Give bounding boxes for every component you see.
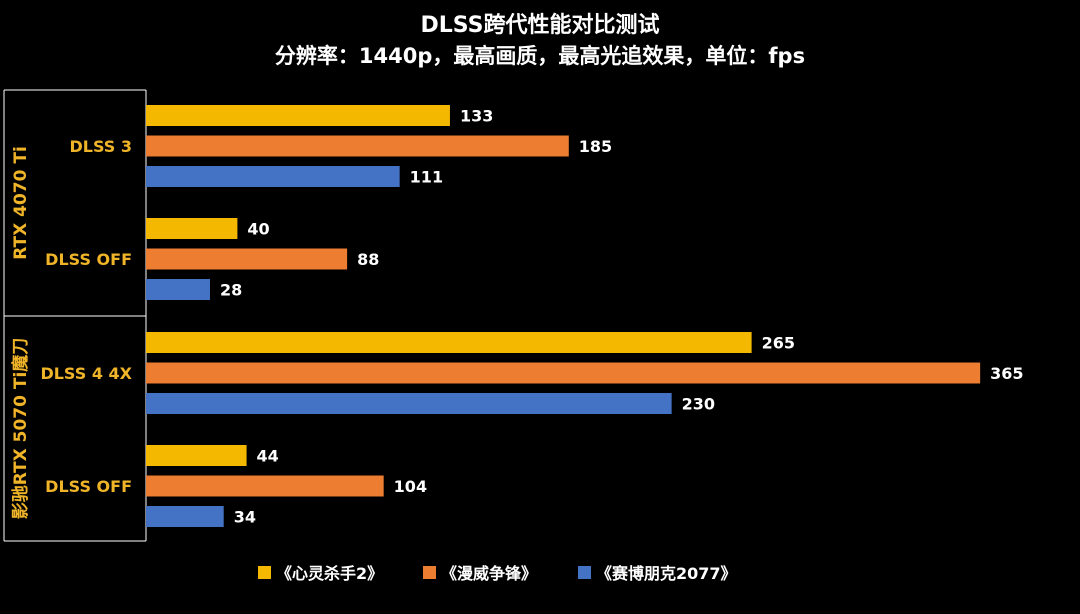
bar: [146, 332, 752, 353]
bar: [146, 393, 672, 414]
group-label: DLSS OFF: [45, 477, 132, 496]
value-label: 111: [410, 168, 443, 187]
bar: [146, 218, 238, 239]
legend-label: 《心灵杀手2》: [276, 564, 383, 583]
value-label: 185: [579, 137, 612, 156]
value-label: 40: [247, 220, 269, 239]
value-label: 34: [234, 508, 256, 527]
legend-swatch: [423, 566, 436, 579]
value-label: 28: [220, 281, 242, 300]
value-label: 365: [990, 364, 1023, 383]
group-label: DLSS OFF: [45, 250, 132, 269]
group-label: DLSS 3: [69, 137, 132, 156]
value-label: 44: [257, 447, 279, 466]
value-label: 104: [394, 477, 427, 496]
bar: [146, 506, 224, 527]
value-label: 133: [460, 107, 493, 126]
bar: [146, 105, 450, 126]
bar: [146, 362, 981, 384]
bar: [146, 475, 384, 497]
gpu-label: RTX 4070 Ti: [11, 146, 31, 260]
group-label: DLSS 4 4X: [40, 364, 132, 383]
value-label: 265: [762, 334, 795, 353]
bar: [146, 248, 348, 270]
bar: [146, 135, 569, 157]
bars: 133 185 111 40 88 28 265 365 230 44 104 34: [146, 105, 1024, 527]
category-labels: RTX 4070 Ti DLSS 3 DLSS OFF 影驰RTX 5070 Ti魔刀…: [10, 137, 133, 519]
legend: 《心灵杀手2》 《漫威争锋》 《赛博朋克2077》: [258, 564, 737, 583]
value-label: 230: [682, 395, 715, 414]
bar: [146, 445, 247, 466]
gpu-label: 影驰RTX 5070 Ti魔刀: [10, 338, 31, 520]
chart-title: DLSS跨代性能对比测试: [421, 12, 660, 38]
chart-subtitle: 分辨率：1440p，最高画质，最高光追效果，单位：fps: [275, 44, 805, 68]
legend-label: 《赛博朋克2077》: [596, 564, 737, 583]
bar: [146, 166, 400, 187]
bar: [146, 279, 210, 300]
value-label: 88: [357, 250, 379, 269]
legend-swatch: [258, 566, 271, 579]
legend-label: 《漫威争锋》: [441, 564, 537, 583]
legend-swatch: [578, 566, 591, 579]
